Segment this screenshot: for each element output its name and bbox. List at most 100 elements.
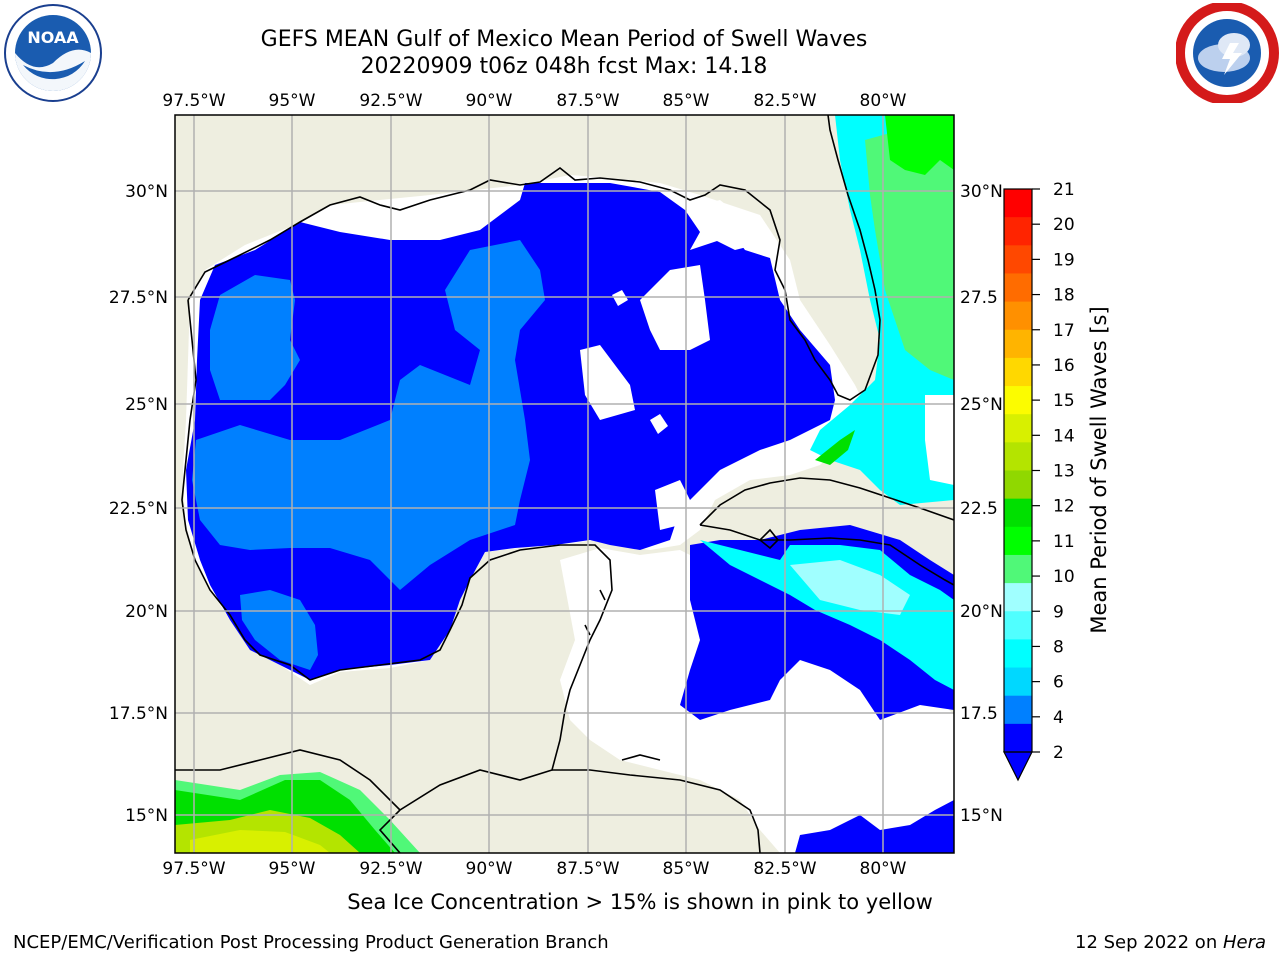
- colorbar-segment: [1004, 583, 1032, 612]
- sea-ice-note: Sea Ice Concentration > 15% is shown in …: [347, 890, 933, 914]
- bahamas-nodata: [925, 395, 954, 485]
- lat-label: 22.5: [960, 499, 998, 519]
- map-frame: [174, 114, 955, 854]
- graticule: [175, 115, 954, 853]
- lat-labels-right: 30°N 27.5 25°N 22.5 20°N 17.5 15°N: [960, 182, 1003, 826]
- lat-label: 17.5°N: [109, 704, 168, 724]
- straits-swell-green: [815, 430, 855, 465]
- colorbar-segment: [1004, 470, 1032, 500]
- caribbean-swell-2s-south: [795, 800, 954, 853]
- lon-label: 90°W: [466, 859, 513, 879]
- lat-label: 22.5°N: [109, 499, 168, 519]
- colorbar-tick-label: 14: [1053, 426, 1075, 446]
- lon-label: 97.5°W: [162, 91, 225, 111]
- colorbar-segment: [1004, 639, 1032, 669]
- colorbar-segment: [1004, 414, 1032, 443]
- colorbar-segment: [1004, 667, 1032, 697]
- lat-label: 27.5: [960, 288, 998, 308]
- lat-label: 25°N: [125, 395, 168, 415]
- atlantic-swell-bright-green: [885, 115, 954, 175]
- nws-logo: [1176, 3, 1279, 103]
- colorbar-segment: [1004, 273, 1032, 303]
- lat-labels-left: 30°N 27.5°N 25°N 22.5°N 20°N 17.5°N 15°N: [109, 182, 168, 826]
- colorbar-segment: [1004, 245, 1032, 274]
- gulf-swell-light-west: [210, 275, 300, 400]
- lon-label: 95°W: [269, 859, 316, 879]
- footer-date: 12 Sep 2022 on: [1075, 932, 1223, 953]
- footer-timestamp: 12 Sep 2022 on Hera: [1075, 932, 1266, 953]
- lat-label: 20°N: [125, 602, 168, 622]
- colorbar-segment: [1004, 723, 1032, 753]
- colorbar-tick-label: 20: [1053, 215, 1075, 235]
- footer-machine: Hera: [1222, 932, 1266, 953]
- pacific-swell-lime: [190, 830, 330, 853]
- lon-label: 92.5°W: [359, 91, 422, 111]
- map-plot-area: [175, 115, 954, 853]
- caribbean-swell-cyan: [700, 540, 954, 690]
- colorbar-tick-label: 9: [1053, 602, 1064, 622]
- lon-label: 90°W: [466, 91, 513, 111]
- colorbar-segment: [1004, 554, 1032, 584]
- svg-text:NOAA: NOAA: [27, 28, 79, 47]
- lat-label: 30°N: [960, 182, 1003, 202]
- lon-labels-bottom: 97.5°W 95°W 92.5°W 90°W 87.5°W 85°W 82.5…: [162, 859, 906, 879]
- colorbar-segment: [1004, 611, 1032, 640]
- colorbar-segment: [1004, 526, 1032, 556]
- gulf-swell-light-south: [240, 590, 318, 670]
- lat-label: 17.5: [960, 704, 998, 724]
- lat-label: 20°N: [960, 602, 1003, 622]
- nodata-patch-4: [612, 290, 628, 306]
- nodata-patch-5: [650, 414, 668, 434]
- colorbar-segments: [1004, 189, 1032, 753]
- colorbar-segment: [1004, 357, 1032, 387]
- lon-label: 80°W: [860, 859, 907, 879]
- colorbar-segment: [1004, 301, 1032, 331]
- colorbar-tick-label: 13: [1053, 462, 1075, 482]
- lon-label: 82.5°W: [753, 91, 816, 111]
- lon-label: 85°W: [663, 91, 710, 111]
- colorbar-tick-label: 17: [1053, 321, 1075, 341]
- footer-credit: NCEP/EMC/Verification Post Processing Pr…: [13, 932, 609, 953]
- colorbar-tick-label: 11: [1053, 532, 1075, 552]
- colorbar-tick-label: 19: [1053, 250, 1075, 270]
- nodata-patch-2: [640, 265, 710, 350]
- nodata-patch-6: [655, 480, 690, 530]
- lon-label: 97.5°W: [162, 859, 225, 879]
- colorbar-tick-label: 10: [1053, 567, 1075, 587]
- colorbar-tick-label: 4: [1053, 708, 1064, 728]
- gulf-swell-light-central: [192, 240, 545, 590]
- lat-label: 15°N: [960, 806, 1003, 826]
- caribbean-swell-aqua: [790, 560, 910, 615]
- lon-label: 87.5°W: [556, 859, 619, 879]
- colorbar: 21 20 19 18 17 16 15 14 13 12 11 10 9 8 6 4 2 Mean Perio…: [1003, 180, 1111, 782]
- lon-label: 82.5°W: [753, 859, 816, 879]
- lon-label: 95°W: [269, 91, 316, 111]
- nodata-patch-1: [580, 345, 635, 420]
- map-forecast-subtitle: 20220909 t06z 048h fcst Max: 14.18: [360, 54, 768, 79]
- colorbar-segment: [1004, 442, 1032, 471]
- lat-label: 25°N: [960, 395, 1003, 415]
- colorbar-title: Mean Period of Swell Waves [s]: [1087, 306, 1111, 633]
- colorbar-tick-label: 15: [1053, 391, 1075, 411]
- lon-labels-top: 97.5°W 95°W 92.5°W 90°W 87.5°W 85°W 82.5…: [162, 91, 906, 111]
- colorbar-extend-arrow: [1003, 751, 1033, 782]
- lon-label: 80°W: [860, 91, 907, 111]
- lat-label: 30°N: [125, 182, 168, 202]
- colorbar-tick-label: 16: [1053, 356, 1075, 376]
- colorbar-tick-label: 12: [1053, 497, 1075, 517]
- colorbar-tick-label: 2: [1053, 743, 1064, 763]
- colorbar-segment: [1004, 498, 1032, 528]
- colorbar-tick-label: 21: [1053, 180, 1075, 200]
- colorbar-segment: [1004, 695, 1032, 725]
- colorbar-tick-label: 6: [1053, 673, 1064, 693]
- lon-label: 87.5°W: [556, 91, 619, 111]
- colorbar-segment: [1004, 386, 1032, 415]
- colorbar-segment: [1004, 189, 1032, 218]
- colorbar-ticks: 21 20 19 18 17 16 15 14 13 12 11 10 9 8 6 4 2: [1032, 180, 1075, 763]
- colorbar-segment: [1004, 329, 1032, 359]
- colorbar-tick-label: 18: [1053, 286, 1075, 306]
- colorbar-tick-label: 8: [1053, 637, 1064, 657]
- lon-label: 92.5°W: [359, 859, 422, 879]
- lon-label: 85°W: [663, 859, 710, 879]
